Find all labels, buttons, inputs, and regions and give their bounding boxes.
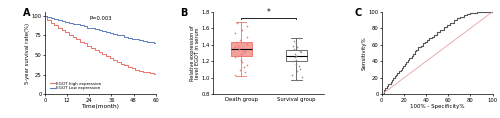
Text: A: A (23, 8, 30, 19)
Point (296, 68, 304, 70)
Point (290, 40, 298, 42)
Point (236, 69, 244, 71)
Point (290, 56, 298, 58)
X-axis label: Time(month): Time(month) (82, 104, 120, 109)
Point (294, 46, 302, 48)
X-axis label: 100% - Specificity%: 100% - Specificity% (410, 104, 465, 109)
Point (230, 32, 238, 34)
Point (232, 46, 239, 48)
Point (237, 53, 245, 55)
Text: C: C (354, 8, 362, 19)
Point (232, 56, 239, 58)
Point (232, 74, 239, 76)
Point (238, 61, 246, 63)
Point (290, 53, 298, 55)
Point (241, 71, 249, 73)
Point (238, 29, 246, 31)
Point (292, 63, 300, 65)
Point (294, 37, 302, 39)
Point (293, 79, 301, 80)
Point (233, 41, 241, 43)
Point (293, 70, 301, 72)
Point (240, 66, 248, 68)
Text: *: * (267, 8, 270, 17)
Point (292, 59, 300, 61)
Point (242, 43, 250, 45)
Legend: EGOT high expression, EGOT Low expression: EGOT high expression, EGOT Low expressio… (50, 81, 102, 91)
Point (243, 25, 251, 27)
Point (234, 55, 242, 57)
Point (288, 74, 296, 76)
Point (298, 76, 306, 78)
Point (237, 59, 245, 61)
Y-axis label: Relative expression of
level EGOT in serum: Relative expression of level EGOT in ser… (190, 25, 200, 81)
Text: P=0.003: P=0.003 (90, 16, 112, 21)
Point (236, 39, 244, 41)
PathPatch shape (230, 42, 252, 56)
Point (294, 65, 302, 67)
Point (288, 60, 296, 62)
Y-axis label: 5-year survival rate(%): 5-year survival rate(%) (26, 23, 30, 84)
PathPatch shape (286, 50, 307, 61)
Point (292, 42, 300, 44)
Point (236, 48, 244, 50)
Point (244, 64, 252, 66)
Point (241, 50, 249, 52)
Point (292, 55, 300, 57)
Point (296, 50, 304, 52)
Point (297, 51, 305, 53)
Point (234, 22, 241, 23)
Text: B: B (180, 8, 188, 19)
Point (243, 36, 251, 38)
Y-axis label: Sensitivity%: Sensitivity% (362, 36, 367, 70)
Point (234, 45, 242, 47)
Point (240, 51, 248, 53)
Point (290, 48, 298, 50)
Point (290, 45, 298, 47)
